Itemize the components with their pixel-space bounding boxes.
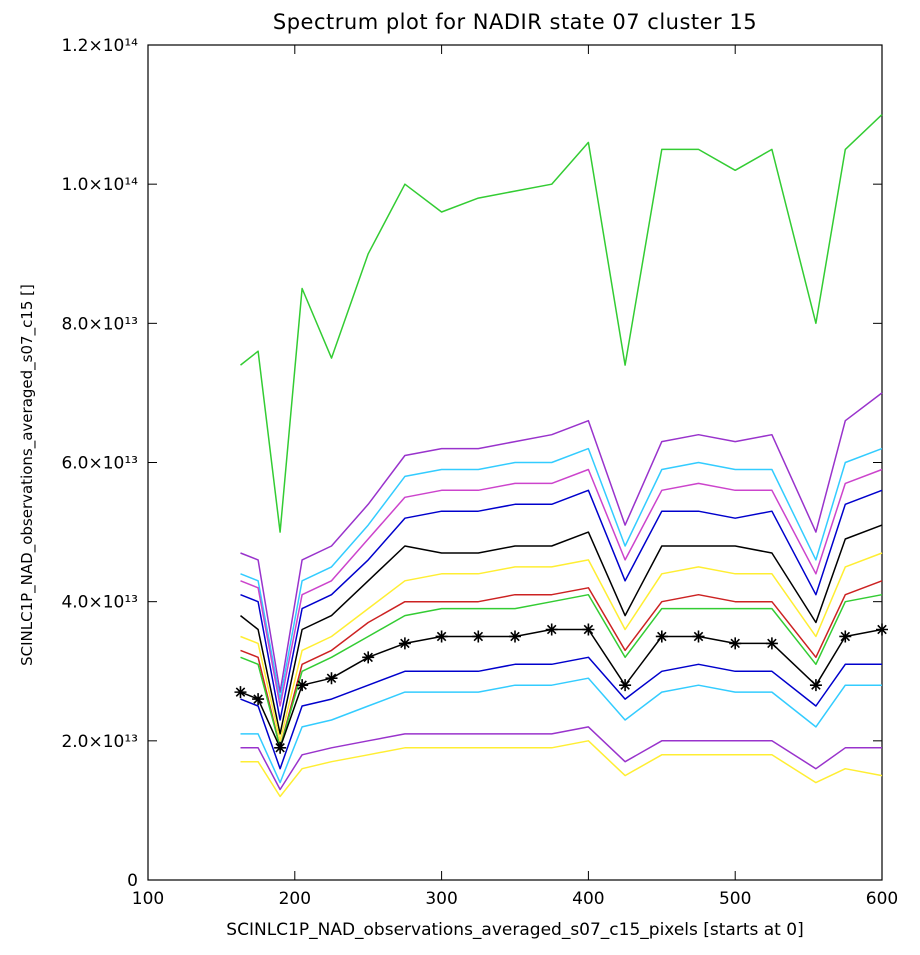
series-line-14 xyxy=(240,628,883,749)
asterisk-marker xyxy=(729,637,742,650)
asterisk-marker xyxy=(362,651,375,664)
series-line-3 xyxy=(240,447,883,700)
asterisk-marker xyxy=(809,679,822,692)
series-line-9 xyxy=(240,593,883,749)
series-line-1 xyxy=(240,114,883,533)
series-line-6 xyxy=(240,524,883,735)
asterisk-marker xyxy=(252,693,265,706)
asterisk-marker xyxy=(655,630,668,643)
series-line-13 xyxy=(240,740,883,798)
asterisk-marker xyxy=(582,623,595,636)
asterisk-marker xyxy=(509,630,521,643)
asterisk-marker xyxy=(435,630,448,643)
y-tick-label: 2.0×10¹³ xyxy=(61,732,138,752)
asterisk-marker xyxy=(545,623,558,636)
asterisk-marker xyxy=(325,672,338,685)
x-tick-label: 100 xyxy=(132,889,164,909)
asterisk-marker xyxy=(876,623,888,636)
x-tick-label: 300 xyxy=(425,889,457,909)
y-axis-label: SCINLC1P_NAD_observations_averaged_s07_c… xyxy=(18,284,36,666)
y-tick-label: 1.2×10¹⁴ xyxy=(61,36,138,56)
x-tick-label: 500 xyxy=(719,889,751,909)
y-tick-label: 8.0×10¹³ xyxy=(61,314,138,334)
asterisk-marker xyxy=(619,679,632,692)
series-line-2 xyxy=(240,392,883,693)
series-line-7 xyxy=(240,552,883,742)
asterisk-marker xyxy=(274,741,287,754)
asterisk-marker xyxy=(839,630,852,643)
x-tick-label: 400 xyxy=(572,889,604,909)
asterisk-marker xyxy=(765,637,778,650)
asterisk-marker xyxy=(234,686,247,699)
asterisk-marker xyxy=(472,630,485,643)
asterisk-marker xyxy=(398,637,411,650)
series-line-10 xyxy=(240,656,882,770)
y-tick-label: 4.0×10¹³ xyxy=(61,593,138,613)
asterisk-marker xyxy=(296,679,309,692)
series-line-5 xyxy=(240,489,883,721)
series-line-8 xyxy=(240,580,883,749)
x-tick-label: 600 xyxy=(866,889,898,909)
series-line-4 xyxy=(240,468,883,707)
x-tick-label: 200 xyxy=(279,889,311,909)
x-axis-label: SCINLC1P_NAD_observations_averaged_s07_c… xyxy=(226,920,804,940)
y-tick-label: 0 xyxy=(127,871,138,891)
chart-title: Spectrum plot for NADIR state 07 cluster… xyxy=(272,10,758,34)
y-tick-label: 6.0×10¹³ xyxy=(61,454,138,474)
asterisk-marker xyxy=(692,630,705,643)
y-tick-label: 1.0×10¹⁴ xyxy=(61,175,138,195)
series-line-11 xyxy=(240,677,882,784)
series-line-12 xyxy=(240,726,882,791)
